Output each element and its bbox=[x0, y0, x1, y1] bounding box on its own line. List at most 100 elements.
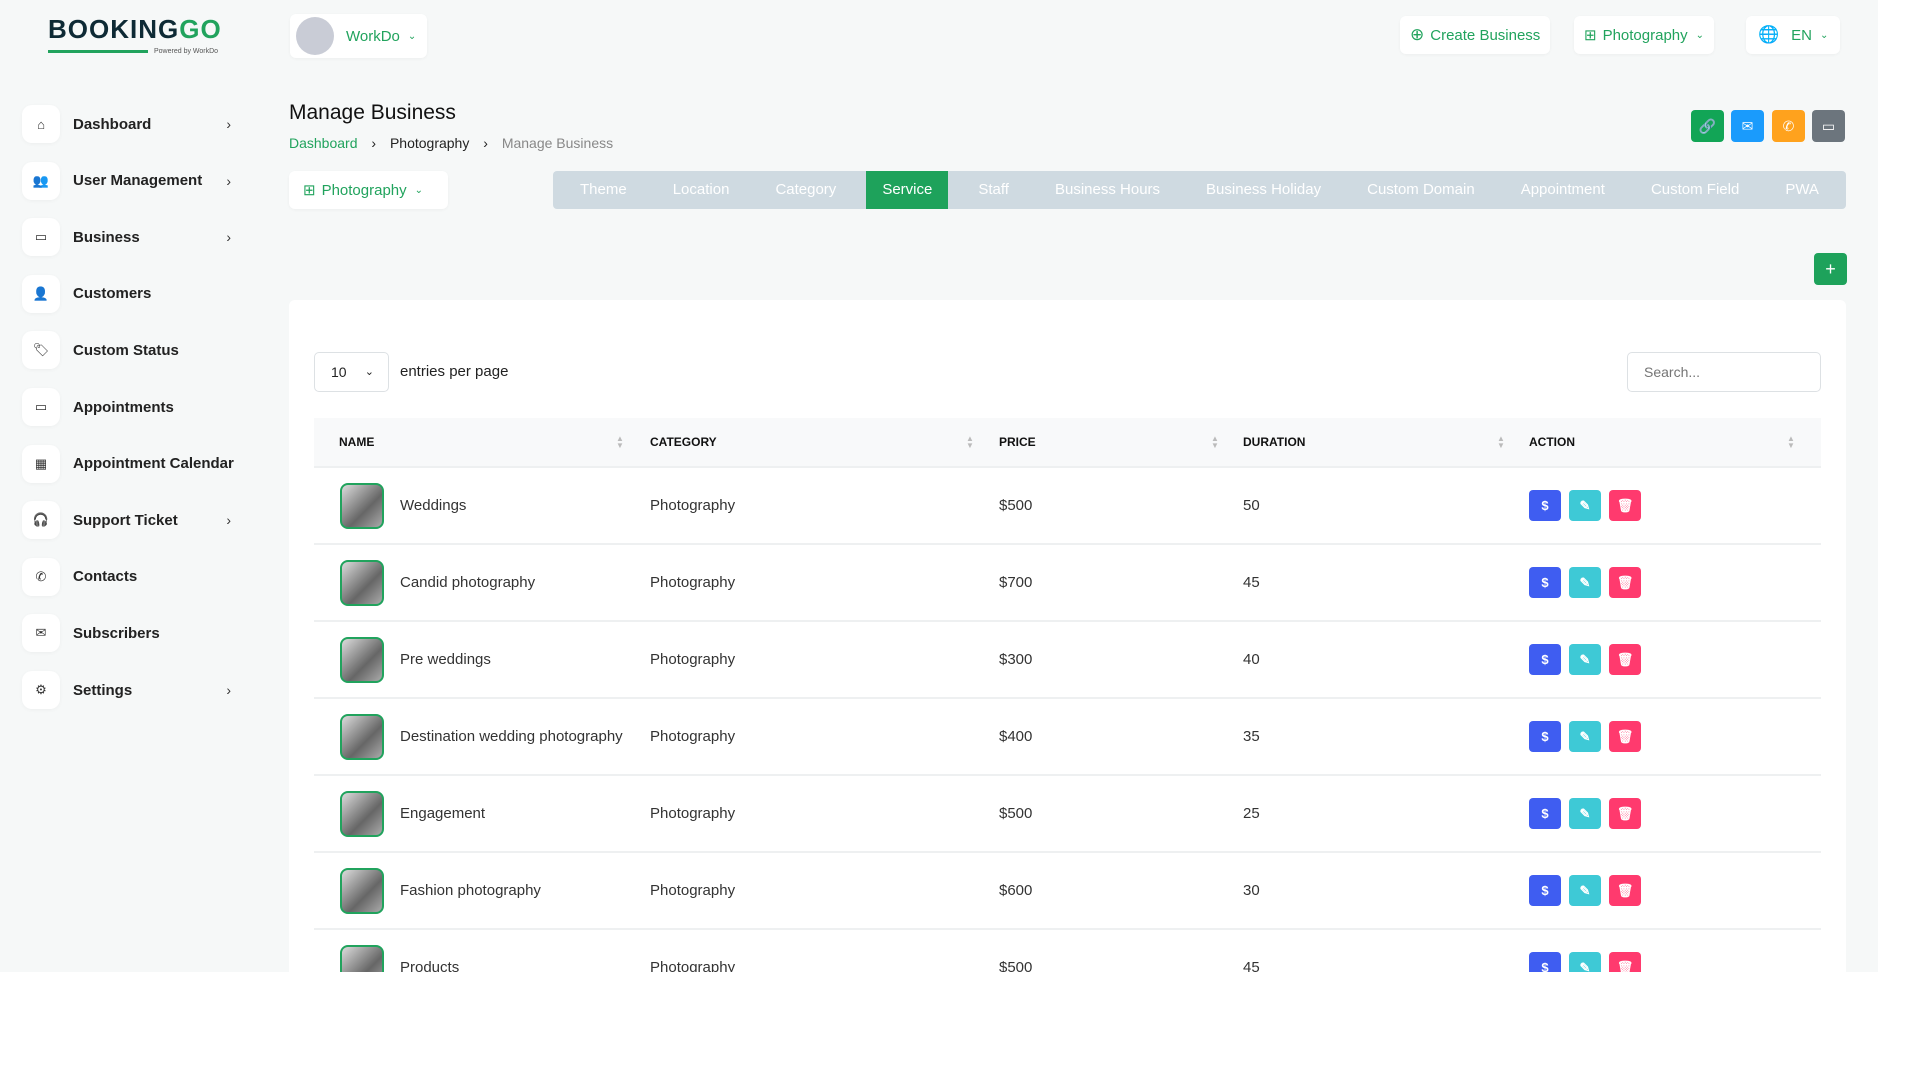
entries-label: entries per page bbox=[400, 363, 509, 380]
chevron-right-icon: › bbox=[226, 172, 231, 189]
sort-icon[interactable]: ▲ ▼ bbox=[1787, 434, 1795, 450]
pricing-button[interactable]: $ bbox=[1529, 567, 1561, 598]
chevron-down-icon: ⌄ bbox=[1695, 29, 1705, 41]
sidebar-item-customers[interactable]: 👤 Customers bbox=[22, 274, 237, 314]
service-name: Pre weddings bbox=[400, 651, 491, 668]
edit-button[interactable]: ✎ bbox=[1569, 567, 1601, 598]
tab-staff[interactable]: Staff bbox=[978, 181, 1009, 198]
service-name: Fashion photography bbox=[400, 882, 541, 899]
sidebar-item-custom-status[interactable]: 🏷 Custom Status bbox=[22, 330, 237, 370]
dollar-icon: $ bbox=[1541, 806, 1549, 821]
business-icon: ▭ bbox=[22, 218, 60, 257]
sidebar-item-contacts[interactable]: ✆ Contacts bbox=[22, 557, 237, 597]
delete-button[interactable]: 🗑 bbox=[1609, 952, 1641, 972]
sidebar-item-subscribers[interactable]: ✉ Subscribers bbox=[22, 613, 237, 653]
pencil-icon: ✎ bbox=[1579, 498, 1591, 513]
trash-icon: 🗑 bbox=[1616, 498, 1634, 513]
sort-icon[interactable]: ▲ ▼ bbox=[966, 434, 974, 450]
sidebar-item-business[interactable]: ▭ Business › bbox=[22, 217, 237, 257]
sidebar-item-settings[interactable]: ⚙ Settings › bbox=[22, 670, 237, 710]
column-header-duration[interactable]: DURATION bbox=[1243, 435, 1306, 449]
email-button[interactable]: ✉ bbox=[1731, 110, 1764, 142]
apps-icon: ⊞ bbox=[1584, 27, 1597, 44]
column-header-action[interactable]: ACTION bbox=[1529, 435, 1575, 449]
edit-button[interactable]: ✎ bbox=[1569, 644, 1601, 675]
pricing-button[interactable]: $ bbox=[1529, 875, 1561, 906]
add-service-button[interactable]: + bbox=[1814, 253, 1847, 285]
edit-button[interactable]: ✎ bbox=[1569, 875, 1601, 906]
service-name: Candid photography bbox=[400, 574, 536, 591]
column-header-category[interactable]: CATEGORY bbox=[650, 435, 717, 449]
delete-button[interactable]: 🗑 bbox=[1609, 567, 1641, 598]
sidebar-item-dashboard[interactable]: ⌂ Dashboard › bbox=[22, 104, 237, 144]
user-menu[interactable]: WorkDo ⌄ bbox=[290, 14, 427, 58]
copy-link-button[interactable]: 🔗 bbox=[1691, 110, 1724, 142]
phone-icon: ✆ bbox=[1782, 117, 1795, 134]
edit-button[interactable]: ✎ bbox=[1569, 490, 1601, 521]
tab-pwa[interactable]: PWA bbox=[1785, 181, 1819, 198]
logo[interactable]: BOOKINGGO Powered by WorkDo bbox=[48, 14, 222, 55]
edit-button[interactable]: ✎ bbox=[1569, 721, 1601, 752]
column-header-name[interactable]: NAME bbox=[339, 435, 375, 449]
phone-button[interactable]: ✆ bbox=[1772, 110, 1805, 142]
dollar-icon: $ bbox=[1541, 729, 1549, 744]
edit-button[interactable]: ✎ bbox=[1569, 952, 1601, 972]
plus-icon: + bbox=[1825, 258, 1836, 279]
pencil-icon: ✎ bbox=[1579, 960, 1591, 972]
tab-service[interactable]: Service bbox=[866, 171, 949, 209]
service-category: Photography bbox=[650, 728, 736, 745]
phone-icon: ✆ bbox=[22, 557, 60, 596]
page-title: Manage Business bbox=[289, 101, 456, 124]
delete-button[interactable]: 🗑 bbox=[1609, 644, 1641, 675]
delete-button[interactable]: 🗑 bbox=[1609, 875, 1641, 906]
tab-custom-field[interactable]: Custom Field bbox=[1650, 181, 1740, 198]
pricing-button[interactable]: $ bbox=[1529, 721, 1561, 752]
search-input[interactable] bbox=[1627, 352, 1821, 392]
column-header-price[interactable]: PRICE bbox=[999, 435, 1036, 449]
services-card: 10⌄ entries per page NAME ▲▼ CATEGORY ▲▼ PRI… bbox=[289, 300, 1846, 972]
tab-appointment[interactable]: Appointment bbox=[1520, 181, 1605, 198]
tab-business-hours[interactable]: Business Hours bbox=[1054, 181, 1161, 198]
pricing-button[interactable]: $ bbox=[1529, 644, 1561, 675]
chevron-right-icon: › bbox=[226, 229, 231, 246]
business-dropdown[interactable]: ⊞ Photography ⌄ bbox=[289, 171, 448, 209]
sort-icon[interactable]: ▲ ▼ bbox=[1497, 434, 1505, 450]
dollar-icon: $ bbox=[1541, 575, 1549, 590]
service-image bbox=[340, 791, 384, 837]
delete-button[interactable]: 🗑 bbox=[1609, 721, 1641, 752]
tab-business-holiday[interactable]: Business Holiday bbox=[1206, 181, 1322, 198]
sidebar-item-user-management[interactable]: 👥 User Management › bbox=[22, 161, 237, 201]
sidebar-item-appointments[interactable]: ▭ Appointments bbox=[22, 387, 237, 427]
card-icon: ▭ bbox=[22, 388, 60, 426]
pricing-button[interactable]: $ bbox=[1529, 798, 1561, 829]
service-duration: 50 bbox=[1243, 497, 1260, 514]
tab-theme[interactable]: Theme bbox=[580, 181, 627, 198]
delete-button[interactable]: 🗑 bbox=[1609, 798, 1641, 829]
tab-category[interactable]: Category bbox=[775, 181, 837, 198]
table-row: Fashion photography Photography $600 30 … bbox=[314, 851, 1821, 928]
pricing-button[interactable]: $ bbox=[1529, 952, 1561, 972]
breadcrumb-photography[interactable]: Photography bbox=[389, 135, 470, 151]
entries-select[interactable]: 10 ⌄ bbox=[314, 352, 389, 392]
tab-location[interactable]: Location bbox=[672, 181, 730, 198]
breadcrumb-dashboard[interactable]: Dashboard bbox=[289, 135, 358, 151]
card-button[interactable]: ▭ bbox=[1812, 110, 1845, 142]
trash-icon: 🗑 bbox=[1616, 806, 1634, 821]
sidebar-item-support-ticket[interactable]: 🎧 Support Ticket › bbox=[22, 500, 237, 540]
edit-button[interactable]: ✎ bbox=[1569, 798, 1601, 829]
sort-icon[interactable]: ▲ ▼ bbox=[616, 434, 624, 450]
sidebar-item-appointment-calendar[interactable]: ▦ Appointment Calendar bbox=[22, 444, 237, 484]
sort-icon[interactable]: ▲ ▼ bbox=[1211, 434, 1219, 450]
pricing-button[interactable]: $ bbox=[1529, 490, 1561, 521]
service-category: Photography bbox=[650, 651, 736, 668]
calendar-icon: ▦ bbox=[22, 444, 60, 483]
chevron-right-icon: › bbox=[226, 116, 231, 132]
delete-button[interactable]: 🗑 bbox=[1609, 490, 1641, 521]
business-select[interactable]: ⊞ Photography ⌄ bbox=[1574, 16, 1715, 54]
user-icon: 👤 bbox=[22, 274, 60, 313]
language-select[interactable]: 🌐 EN ⌄ bbox=[1746, 16, 1841, 54]
tab-custom-domain[interactable]: Custom Domain bbox=[1367, 181, 1475, 198]
create-business-button[interactable]: ⊕ Create Business bbox=[1400, 16, 1551, 54]
headset-icon: 🎧 bbox=[22, 501, 60, 540]
dollar-icon: $ bbox=[1541, 652, 1549, 667]
